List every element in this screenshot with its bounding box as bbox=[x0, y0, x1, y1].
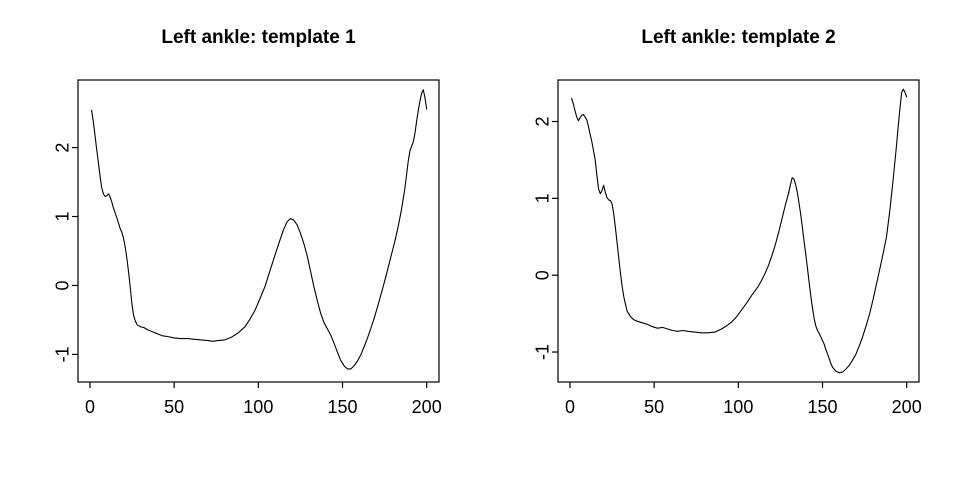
plot-title-template-1: Left ankle: template 1 bbox=[161, 27, 356, 48]
y-tick-label: 0 bbox=[533, 270, 553, 280]
x-tick-label: 0 bbox=[85, 397, 95, 417]
x-tick-label: 100 bbox=[723, 397, 753, 417]
y-tick-label: 1 bbox=[53, 212, 73, 222]
x-tick-label: 200 bbox=[892, 397, 922, 417]
curve-template-1 bbox=[91, 89, 428, 370]
line-plot-template-2: 0 50 100 150 200 -1 0 1 2 bbox=[533, 79, 922, 417]
y-tick-label: 2 bbox=[533, 116, 553, 126]
x-tick-label: 0 bbox=[565, 397, 575, 417]
y-tick-label: 1 bbox=[533, 193, 553, 203]
x-tick-label: 150 bbox=[807, 397, 837, 417]
plot-box bbox=[77, 79, 440, 383]
y-tick-label: 0 bbox=[53, 280, 73, 290]
y-tick-label: -1 bbox=[53, 346, 73, 362]
x-tick-label: 100 bbox=[243, 397, 273, 417]
x-tick-label: 150 bbox=[327, 397, 357, 417]
y-tick-label: -1 bbox=[533, 344, 553, 360]
curve-template-2 bbox=[571, 88, 908, 374]
plot-panel-template-1: Left ankle: template 1 0 50 100 150 200 -1 0 1 2 bbox=[53, 27, 442, 417]
x-tick-label: 200 bbox=[412, 397, 442, 417]
line-plot-template-1: 0 50 100 150 200 -1 0 1 2 bbox=[53, 79, 442, 417]
plot-box bbox=[557, 79, 920, 383]
x-tick-label: 50 bbox=[644, 397, 664, 417]
plot-panel-template-2: Left ankle: template 2 0 50 100 150 200 -1 0 1 2 bbox=[480, 0, 960, 480]
x-tick-label: 50 bbox=[164, 397, 184, 417]
y-tick-label: 2 bbox=[53, 143, 73, 153]
plot-title-template-2: Left ankle: template 2 bbox=[641, 27, 836, 48]
